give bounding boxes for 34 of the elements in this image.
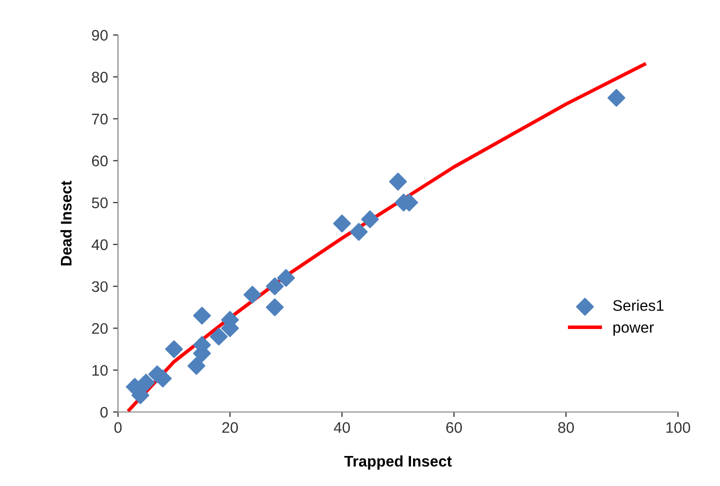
x-tick-label: 80	[558, 422, 574, 433]
y-tick-label: 80	[92, 72, 108, 83]
y-tick-label: 20	[92, 323, 108, 334]
point	[389, 172, 407, 191]
point	[210, 328, 228, 346]
x-tick-label: 0	[114, 422, 122, 433]
point	[333, 214, 351, 232]
point	[165, 340, 183, 358]
x-tick-label: 100	[666, 422, 690, 433]
legend-label: power	[613, 324, 654, 336]
y-tick-label: 0	[100, 406, 108, 418]
y-tick-label: 90	[92, 30, 108, 41]
point	[350, 222, 368, 241]
y-tick-label: 10	[92, 364, 108, 376]
y-tick-label: 70	[92, 114, 108, 124]
point	[266, 277, 284, 296]
point	[277, 269, 295, 287]
point	[607, 88, 626, 107]
point	[187, 357, 206, 375]
y-tick-label: 60	[92, 156, 108, 166]
point	[361, 210, 379, 228]
y-axis-title: Dead Insect	[60, 180, 72, 266]
x-tick-label: 20	[222, 422, 238, 433]
x-tick-label: 40	[334, 422, 350, 433]
legend-label: Series1	[613, 300, 664, 311]
point	[266, 298, 284, 316]
point	[193, 306, 211, 325]
y-tick-label: 50	[92, 197, 108, 208]
point	[243, 286, 262, 304]
x-axis-title: Trapped Insect	[344, 455, 452, 470]
x-tick-label: 60	[446, 422, 462, 433]
y-tick-label: 30	[92, 281, 108, 292]
point	[137, 374, 155, 392]
y-tick-label: 40	[92, 239, 108, 250]
